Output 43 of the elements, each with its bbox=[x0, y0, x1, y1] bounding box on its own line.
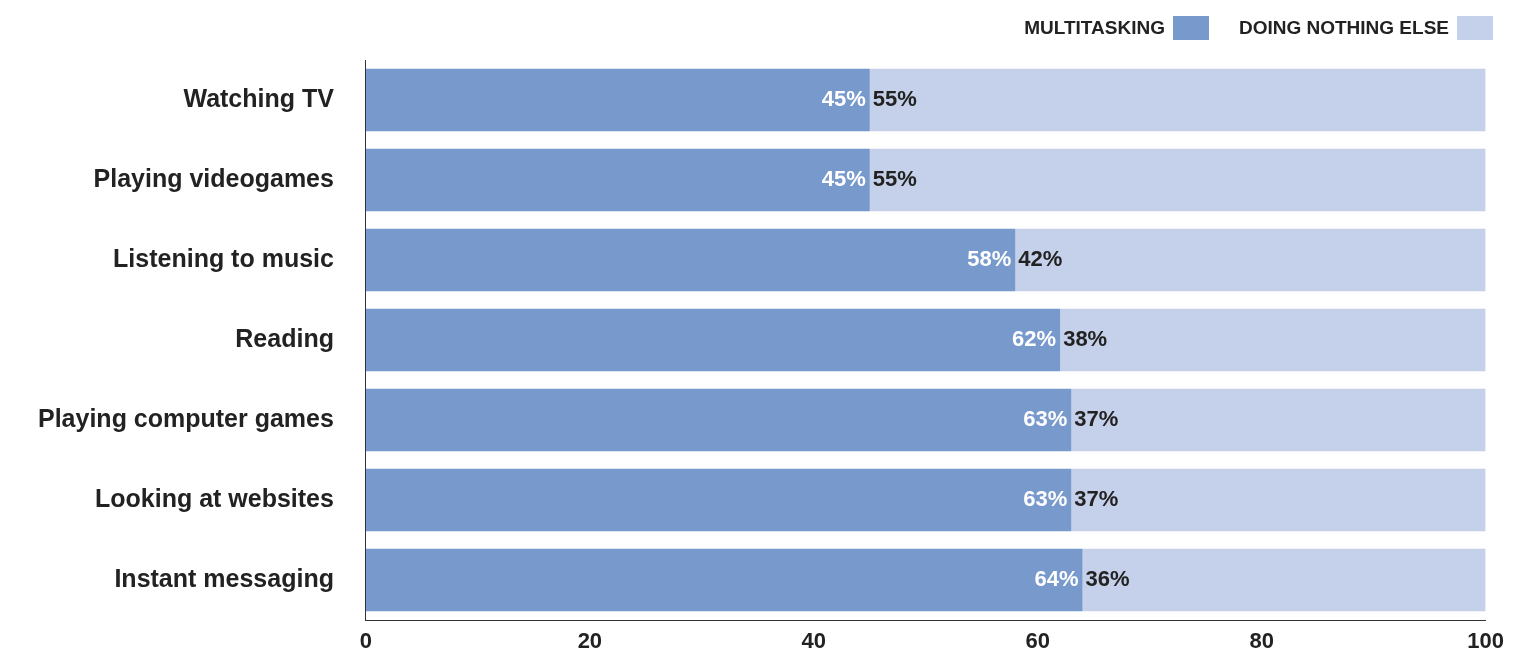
bar bbox=[365, 548, 1083, 612]
y-tick-label: Looking at websites bbox=[94, 483, 334, 512]
data-label: 38% bbox=[1063, 326, 1108, 352]
bar bbox=[365, 468, 1072, 532]
data-label: 64% bbox=[1034, 566, 1079, 592]
y-tick-label: Playing computer games bbox=[37, 403, 334, 432]
bar bbox=[869, 148, 1486, 212]
data-label: 36% bbox=[1085, 566, 1130, 592]
data-label: 45% bbox=[821, 166, 866, 192]
data-label: 45% bbox=[821, 86, 866, 112]
legend-label: MULTITASKING bbox=[1024, 17, 1165, 39]
bar bbox=[365, 148, 870, 212]
bar bbox=[1015, 228, 1486, 292]
bar bbox=[365, 308, 1061, 372]
data-label: 62% bbox=[1012, 326, 1057, 352]
bar bbox=[365, 228, 1016, 292]
x-tick-label: 0 bbox=[359, 628, 373, 654]
bar bbox=[365, 388, 1072, 452]
bar bbox=[1071, 468, 1486, 532]
x-tick-label: 80 bbox=[1249, 628, 1274, 654]
data-label: 37% bbox=[1074, 406, 1119, 432]
data-label: 58% bbox=[967, 246, 1012, 272]
data-label: 42% bbox=[1018, 246, 1063, 272]
x-tick-label: 40 bbox=[801, 628, 827, 654]
data-label: 37% bbox=[1074, 486, 1119, 512]
y-tick-label: Playing videogames bbox=[93, 163, 334, 192]
data-label: 55% bbox=[872, 86, 917, 112]
y-tick-label: Instant messaging bbox=[114, 563, 334, 592]
bar bbox=[1082, 548, 1486, 612]
y-tick-label: Watching TV bbox=[183, 83, 335, 112]
data-label: 55% bbox=[872, 166, 917, 192]
y-tick-label: Reading bbox=[235, 323, 334, 352]
bar bbox=[1071, 388, 1486, 452]
legend-label: DOING NOTHING ELSE bbox=[1238, 17, 1449, 39]
data-label: 63% bbox=[1023, 406, 1068, 432]
x-tick-label: 20 bbox=[577, 628, 603, 654]
bar bbox=[365, 68, 870, 132]
x-tick-label: 100 bbox=[1467, 628, 1505, 654]
x-tick-label: 60 bbox=[1025, 628, 1050, 654]
bar bbox=[869, 68, 1486, 132]
data-label: 63% bbox=[1023, 486, 1068, 512]
bar bbox=[1060, 308, 1486, 372]
y-tick-label: Listening to music bbox=[113, 243, 335, 272]
